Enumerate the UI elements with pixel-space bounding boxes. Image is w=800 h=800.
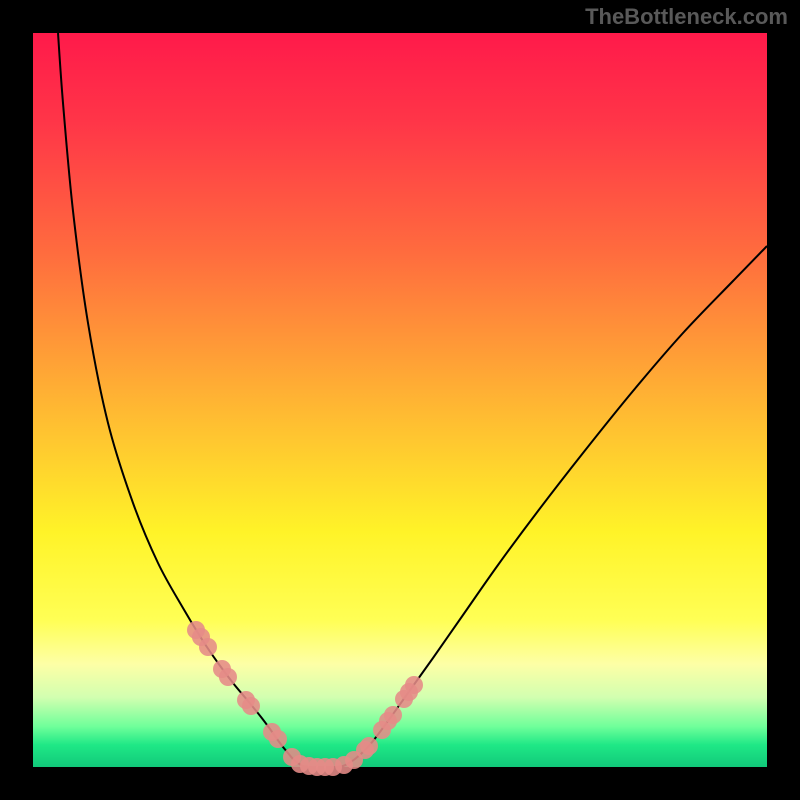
plot-area xyxy=(33,33,767,767)
marker-dot xyxy=(405,676,423,694)
marker-dot xyxy=(199,638,217,656)
watermark-text: TheBottleneck.com xyxy=(585,4,788,30)
marker-dot xyxy=(269,730,287,748)
marker-dot xyxy=(360,737,378,755)
curve-line xyxy=(58,33,767,767)
marker-dot xyxy=(242,697,260,715)
marker-dot xyxy=(384,706,402,724)
marker-dot xyxy=(219,668,237,686)
bottleneck-curve xyxy=(33,33,767,767)
curve-markers xyxy=(187,621,423,776)
